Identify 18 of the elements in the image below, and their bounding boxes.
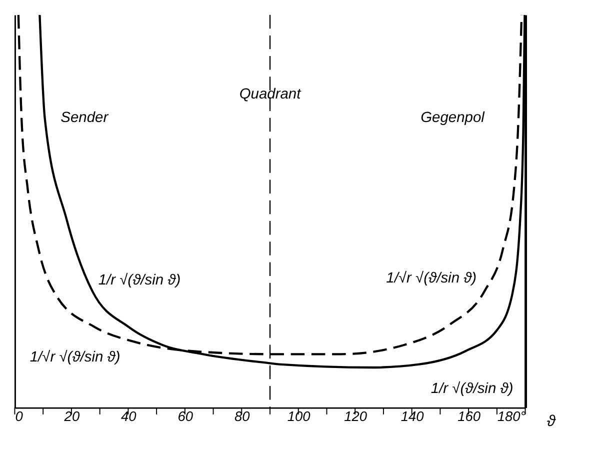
x-tick-label: 180°	[497, 408, 526, 424]
annotation: Sender	[60, 110, 110, 126]
x-axis-title: ϑ	[546, 413, 557, 430]
x-tick-label: 140	[400, 408, 424, 424]
x-tick-label: 20	[63, 408, 80, 424]
annotation: 1/r √(ϑ/sin ϑ)	[98, 272, 181, 288]
x-tick-label: 0	[15, 408, 24, 424]
annotation: 1/√r √(ϑ/sin ϑ)	[386, 270, 477, 286]
x-tick-label: 120	[344, 408, 368, 424]
x-tick-label: 80	[234, 408, 250, 424]
annotation: Gegenpol	[420, 110, 486, 126]
x-tick-label: 60	[178, 408, 194, 424]
x-tick-label: 40	[121, 408, 137, 424]
annotation: 1/√r √(ϑ/sin ϑ)	[30, 349, 120, 366]
x-tick-label: 100	[287, 408, 311, 424]
ref-line-label: Quadrant	[239, 86, 302, 102]
annotation: 1/r √(ϑ/sin ϑ)	[430, 380, 514, 397]
x-tick-label: 160	[458, 408, 481, 424]
